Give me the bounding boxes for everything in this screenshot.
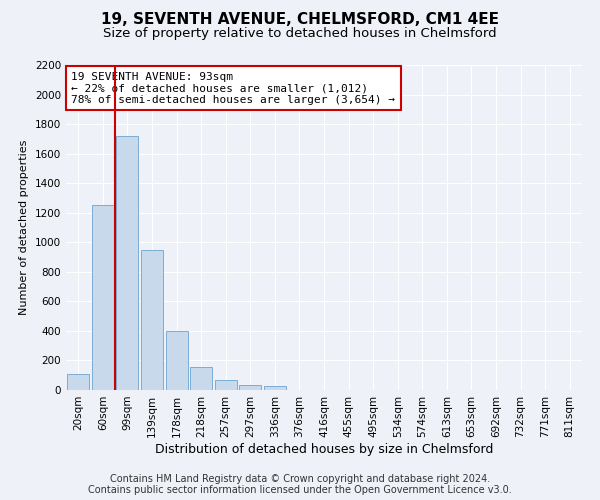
Text: Size of property relative to detached houses in Chelmsford: Size of property relative to detached ho…: [103, 28, 497, 40]
Bar: [116, 136, 139, 390]
Bar: [264, 386, 286, 390]
Text: Contains public sector information licensed under the Open Government Licence v3: Contains public sector information licen…: [88, 485, 512, 495]
Text: 19, SEVENTH AVENUE, CHELMSFORD, CM1 4EE: 19, SEVENTH AVENUE, CHELMSFORD, CM1 4EE: [101, 12, 499, 28]
Bar: [141, 250, 163, 390]
Text: 19 SEVENTH AVENUE: 93sqm
← 22% of detached houses are smaller (1,012)
78% of sem: 19 SEVENTH AVENUE: 93sqm ← 22% of detach…: [71, 72, 395, 104]
Bar: [239, 385, 262, 390]
Y-axis label: Number of detached properties: Number of detached properties: [19, 140, 29, 315]
Text: Contains HM Land Registry data © Crown copyright and database right 2024.: Contains HM Land Registry data © Crown c…: [110, 474, 490, 484]
Bar: [215, 380, 237, 390]
Bar: [67, 374, 89, 390]
X-axis label: Distribution of detached houses by size in Chelmsford: Distribution of detached houses by size …: [155, 442, 493, 456]
Bar: [190, 367, 212, 390]
Bar: [166, 331, 188, 390]
Bar: [92, 206, 114, 390]
